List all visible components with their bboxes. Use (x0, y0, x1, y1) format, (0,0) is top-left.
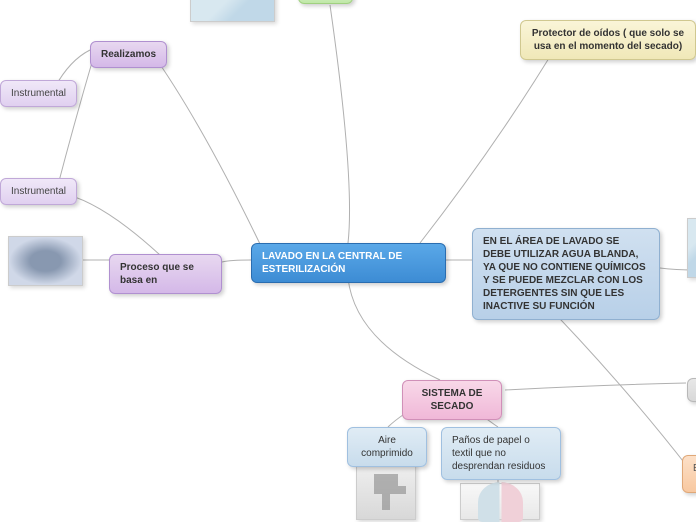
medical-image (190, 0, 275, 22)
instrumental1-node[interactable]: Instrumental (0, 80, 77, 107)
central-node[interactable]: LAVADO EN LA CENTRAL DE ESTERILIZACIÓN (251, 243, 446, 283)
paper-image (460, 483, 540, 520)
instrumental2-node[interactable]: Instrumental (0, 178, 77, 205)
right-cut-image (687, 218, 696, 278)
edge (420, 40, 560, 243)
agua-node[interactable]: EN EL ÁREA DE LAVADO SE DEBE UTILIZAR AG… (472, 228, 660, 320)
proceso-node[interactable]: Proceso que se basa en (109, 254, 222, 294)
edge (330, 5, 350, 243)
protector-node[interactable]: Protector de oídos ( que solo se usa en … (520, 20, 696, 60)
orange-node[interactable]: E (682, 455, 696, 493)
edge (505, 383, 686, 390)
gray-node[interactable]: S (687, 378, 696, 402)
sistema-node[interactable]: SISTEMA DE SECADO (402, 380, 502, 420)
green-node[interactable] (298, 0, 353, 4)
bowl-image (8, 236, 83, 286)
edge (222, 260, 251, 262)
edge (58, 52, 95, 185)
aire-node[interactable]: Aire comprimido (347, 427, 427, 467)
panos-node[interactable]: Paños de papel o textil que no desprenda… (441, 427, 561, 480)
edge (150, 50, 260, 244)
edge (348, 278, 440, 380)
airgun-image (356, 460, 416, 520)
realizamos-node[interactable]: Realizamos (90, 41, 167, 68)
